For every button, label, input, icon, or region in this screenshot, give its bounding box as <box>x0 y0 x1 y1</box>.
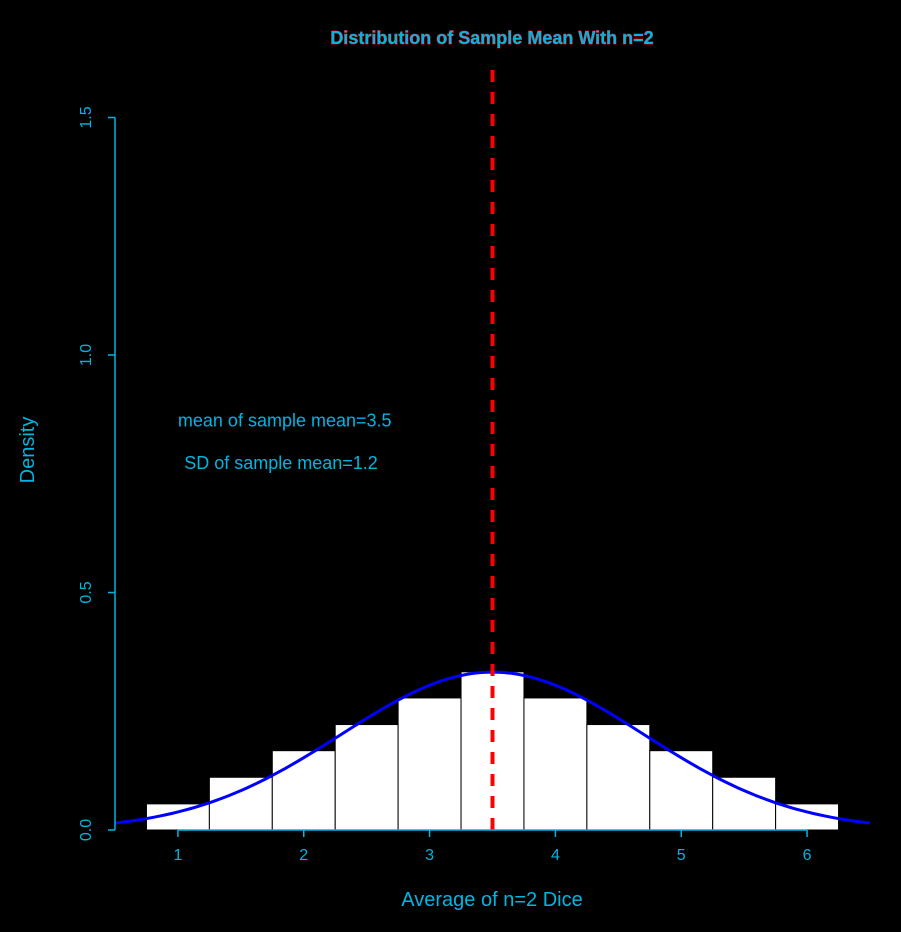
x-tick-label: 1 <box>173 847 182 864</box>
y-tick-label: 1.5 <box>78 106 95 128</box>
y-tick-label: 0.0 <box>78 819 95 841</box>
x-tick-label: 5 <box>677 847 686 864</box>
chart-title: Distribution of Sample Mean With n=2 <box>330 28 653 48</box>
histogram-bar <box>272 751 335 830</box>
histogram-bar <box>713 777 776 830</box>
y-axis: 0.0 0.5 1.0 1.5 <box>78 106 115 841</box>
annotation-sd_label: SD of sample mean=1.2 <box>184 453 378 473</box>
histogram-bar <box>209 777 272 830</box>
histogram-bar <box>650 751 713 830</box>
x-tick-label: 3 <box>425 847 434 864</box>
histogram-bar <box>524 698 587 830</box>
annotations: mean of sample mean=3.5 SD of sample mean… <box>178 410 392 473</box>
annotation-mean_label: mean of sample mean=3.5 <box>178 410 392 430</box>
x-tick-label: 6 <box>803 847 812 864</box>
y-tick-label: 0.5 <box>78 581 95 603</box>
chart-frame: { "chart": { "type": "histogram-with-ove… <box>0 0 901 932</box>
x-axis-label: Average of n=2 Dice <box>401 889 582 911</box>
histogram-bar <box>335 725 398 830</box>
y-axis-label: Density <box>17 417 39 484</box>
histogram-bar <box>587 725 650 830</box>
x-tick-label: 4 <box>551 847 560 864</box>
x-tick-label: 2 <box>299 847 308 864</box>
y-tick-label: 1.0 <box>78 344 95 366</box>
histogram-bar <box>398 698 461 830</box>
x-axis: 1 2 3 4 5 6 <box>173 830 811 864</box>
density-plot: Distribution of Sample Mean With n=2 1 2 3… <box>0 0 901 932</box>
